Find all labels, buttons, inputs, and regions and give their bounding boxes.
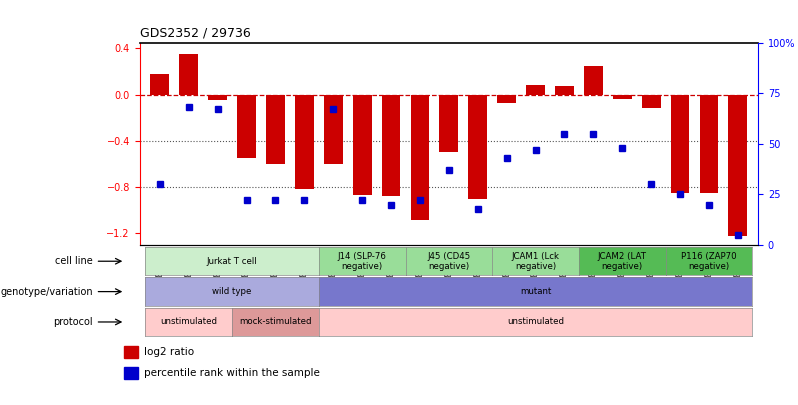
Bar xyxy=(497,95,516,103)
Text: percentile rank within the sample: percentile rank within the sample xyxy=(144,368,319,377)
Bar xyxy=(584,66,602,95)
Bar xyxy=(670,95,689,193)
Text: genotype/variation: genotype/variation xyxy=(1,287,93,296)
Text: J14 (SLP-76
negative): J14 (SLP-76 negative) xyxy=(338,252,386,271)
Bar xyxy=(124,346,137,358)
Text: cell line: cell line xyxy=(55,256,93,266)
Bar xyxy=(124,367,137,379)
Text: mutant: mutant xyxy=(519,287,551,296)
Bar xyxy=(266,95,285,164)
Bar xyxy=(208,95,227,100)
Text: unstimulated: unstimulated xyxy=(160,318,217,326)
Bar xyxy=(237,95,256,158)
Bar xyxy=(440,95,458,152)
Text: J45 (CD45
negative): J45 (CD45 negative) xyxy=(427,252,471,271)
Text: unstimulated: unstimulated xyxy=(507,318,564,326)
Text: P116 (ZAP70
negative): P116 (ZAP70 negative) xyxy=(681,252,737,271)
Bar xyxy=(411,95,429,220)
Bar xyxy=(468,95,487,199)
Text: Jurkat T cell: Jurkat T cell xyxy=(207,257,258,266)
Bar xyxy=(324,95,342,164)
Bar xyxy=(526,85,545,95)
Bar xyxy=(295,95,314,190)
Bar xyxy=(180,54,198,95)
Bar xyxy=(729,95,747,236)
Bar xyxy=(642,95,661,109)
Bar xyxy=(700,95,718,193)
Text: GDS2352 / 29736: GDS2352 / 29736 xyxy=(140,27,251,40)
Text: JCAM1 (Lck
negative): JCAM1 (Lck negative) xyxy=(512,252,559,271)
Text: wild type: wild type xyxy=(212,287,252,296)
Text: mock-stimulated: mock-stimulated xyxy=(239,318,312,326)
Bar xyxy=(381,95,401,196)
Bar xyxy=(151,74,169,95)
Bar xyxy=(613,95,632,99)
Text: log2 ratio: log2 ratio xyxy=(144,347,194,357)
Bar xyxy=(555,87,574,95)
Text: JCAM2 (LAT
negative): JCAM2 (LAT negative) xyxy=(598,252,646,271)
Text: protocol: protocol xyxy=(53,317,93,327)
Bar xyxy=(353,95,372,195)
